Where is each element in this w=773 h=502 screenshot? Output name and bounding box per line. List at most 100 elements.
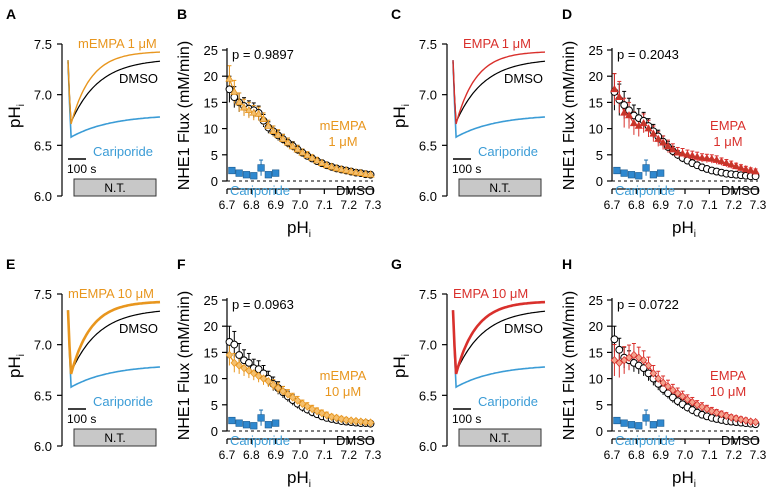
- panel-letter: A: [6, 6, 16, 22]
- y-axis-label: NHE1 Flux (mM/min): [176, 291, 193, 440]
- inhibitor-label: Cariporide: [93, 394, 153, 409]
- treatment-bar: [458, 428, 542, 447]
- treatment-trace: [451, 300, 546, 375]
- treatment-point: [683, 395, 692, 404]
- treatment-point: [751, 167, 760, 175]
- treatment-point: [610, 84, 619, 93]
- treatment-point: [722, 158, 731, 166]
- treatment-point: [366, 170, 375, 178]
- treatment-label-dose: 1 μM: [328, 134, 357, 149]
- cariporide-point: [627, 171, 636, 179]
- treatment-point: [688, 151, 697, 159]
- x-tick-label: 7.2: [725, 198, 742, 212]
- trace-panel-A: A 7.5 7.0 6.5 6.0 pHi mEMPA 1 μM DMSO Cariporide…: [5, 6, 161, 204]
- cariporide-point: [235, 419, 243, 427]
- y-tick-label: 6.0: [34, 189, 52, 204]
- y-axis-label-subscript: i: [16, 354, 27, 356]
- treatment-point: [288, 393, 297, 402]
- treatment-point: [746, 166, 755, 174]
- treatment-point: [361, 417, 370, 427]
- treatment-point: [327, 162, 336, 170]
- treatment-point: [659, 138, 668, 146]
- flux-chart-B: B 25 20 15 10 5 06.7 6.8 6.9 7.0 7.1 7.2 7.3 NHE1 Flu…: [176, 6, 382, 240]
- treatment-point: [639, 356, 648, 365]
- treatment-point: [283, 138, 292, 146]
- cariporide-point: [649, 171, 657, 179]
- treatment-point: [245, 366, 253, 375]
- dmso-label: DMSO: [721, 433, 760, 448]
- time-scale-label: 100 s: [67, 162, 96, 176]
- y-tick-label: 7.0: [34, 88, 52, 103]
- control-label: DMSO: [504, 71, 543, 86]
- panel-letter: H: [562, 256, 572, 272]
- cariporide-point: [272, 419, 280, 427]
- dmso-point: [610, 335, 619, 344]
- treatment-point: [351, 168, 361, 176]
- y-tick-label: 20: [589, 69, 603, 84]
- x-tick-label: 7.0: [677, 448, 694, 462]
- cariporide-point: [635, 172, 643, 180]
- p-value: p = 0.0722: [617, 297, 679, 312]
- treatment-label: mEMPA: [320, 368, 367, 383]
- y-tick-label: 5: [211, 398, 218, 413]
- x-tick-label: 7.0: [677, 198, 694, 212]
- treatment-point: [225, 74, 234, 82]
- treatment-label: EMPA 10 μM: [453, 286, 528, 301]
- treatment-point: [337, 165, 346, 173]
- treatment-bar: [73, 178, 157, 197]
- cariporide-point: [620, 169, 628, 177]
- treatment-point: [298, 148, 307, 156]
- treatment-label-dose: 1 μM: [713, 134, 742, 149]
- cariporide-point: [228, 166, 236, 175]
- x-tick-label: 7.2: [340, 448, 357, 462]
- treatment-point: [663, 142, 673, 150]
- x-tick-label: 7.1: [316, 198, 333, 212]
- treatment-point: [308, 153, 317, 161]
- y-tick-label: 10: [204, 122, 218, 137]
- y-axis-label-main: pH: [5, 106, 24, 128]
- y-tick-label: 10: [204, 372, 218, 387]
- x-tick-label: 6.8: [243, 198, 260, 212]
- p-value: p = 0.0963: [232, 297, 294, 312]
- flux-chart-H: H 25 20 15 10 5 06.7 6.8 6.9 7.0 7.1 7.2 7.3 NHE1 Flu…: [561, 256, 767, 490]
- treatment-bar-label: N.T.: [104, 431, 125, 445]
- treatment-point: [610, 356, 619, 365]
- cariporide-point: [242, 421, 251, 429]
- y-axis-label-subscript: i: [16, 104, 27, 106]
- x-tick-label: 6.9: [652, 448, 669, 462]
- dmso-point: [639, 364, 648, 373]
- x-axis-label-main: pH: [672, 468, 694, 487]
- x-axis-label-subscript: i: [309, 229, 311, 240]
- y-axis-label: pHi: [5, 354, 27, 378]
- treatment-point: [736, 163, 746, 171]
- treatment-point: [727, 160, 736, 168]
- x-tick-label: 6.9: [267, 448, 284, 462]
- treatment-point: [327, 412, 336, 422]
- y-tick-label: 7.0: [419, 338, 437, 353]
- x-tick-label: 7.0: [292, 448, 309, 462]
- cariporide-point: [264, 171, 272, 179]
- treatment-label: mEMPA: [320, 118, 367, 133]
- cariporide-point: [272, 169, 280, 177]
- treatment-point: [678, 149, 687, 157]
- cariporide-point: [657, 419, 665, 427]
- x-axis-label-main: pH: [672, 218, 694, 237]
- treatment-point: [664, 382, 672, 391]
- treatment-label-dose: 10 μM: [325, 384, 361, 399]
- treatment-point: [630, 350, 638, 360]
- treatment-point: [722, 411, 731, 421]
- y-tick-label: 15: [204, 95, 218, 110]
- y-tick-label: 0: [211, 424, 218, 439]
- treatment-point: [347, 167, 356, 175]
- cariporide-point: [235, 169, 243, 177]
- treatment-label-dose: 10 μM: [710, 384, 746, 399]
- treatment-point: [342, 415, 350, 425]
- treatment-point: [293, 396, 302, 405]
- x-tick-label: 6.7: [604, 448, 621, 462]
- treatment-label: EMPA: [710, 368, 746, 383]
- treatment-point: [669, 385, 677, 395]
- treatment-point: [620, 108, 629, 116]
- cariporide-point: [228, 416, 236, 425]
- cariporide-point: [649, 421, 657, 429]
- panel-letter: E: [6, 256, 15, 272]
